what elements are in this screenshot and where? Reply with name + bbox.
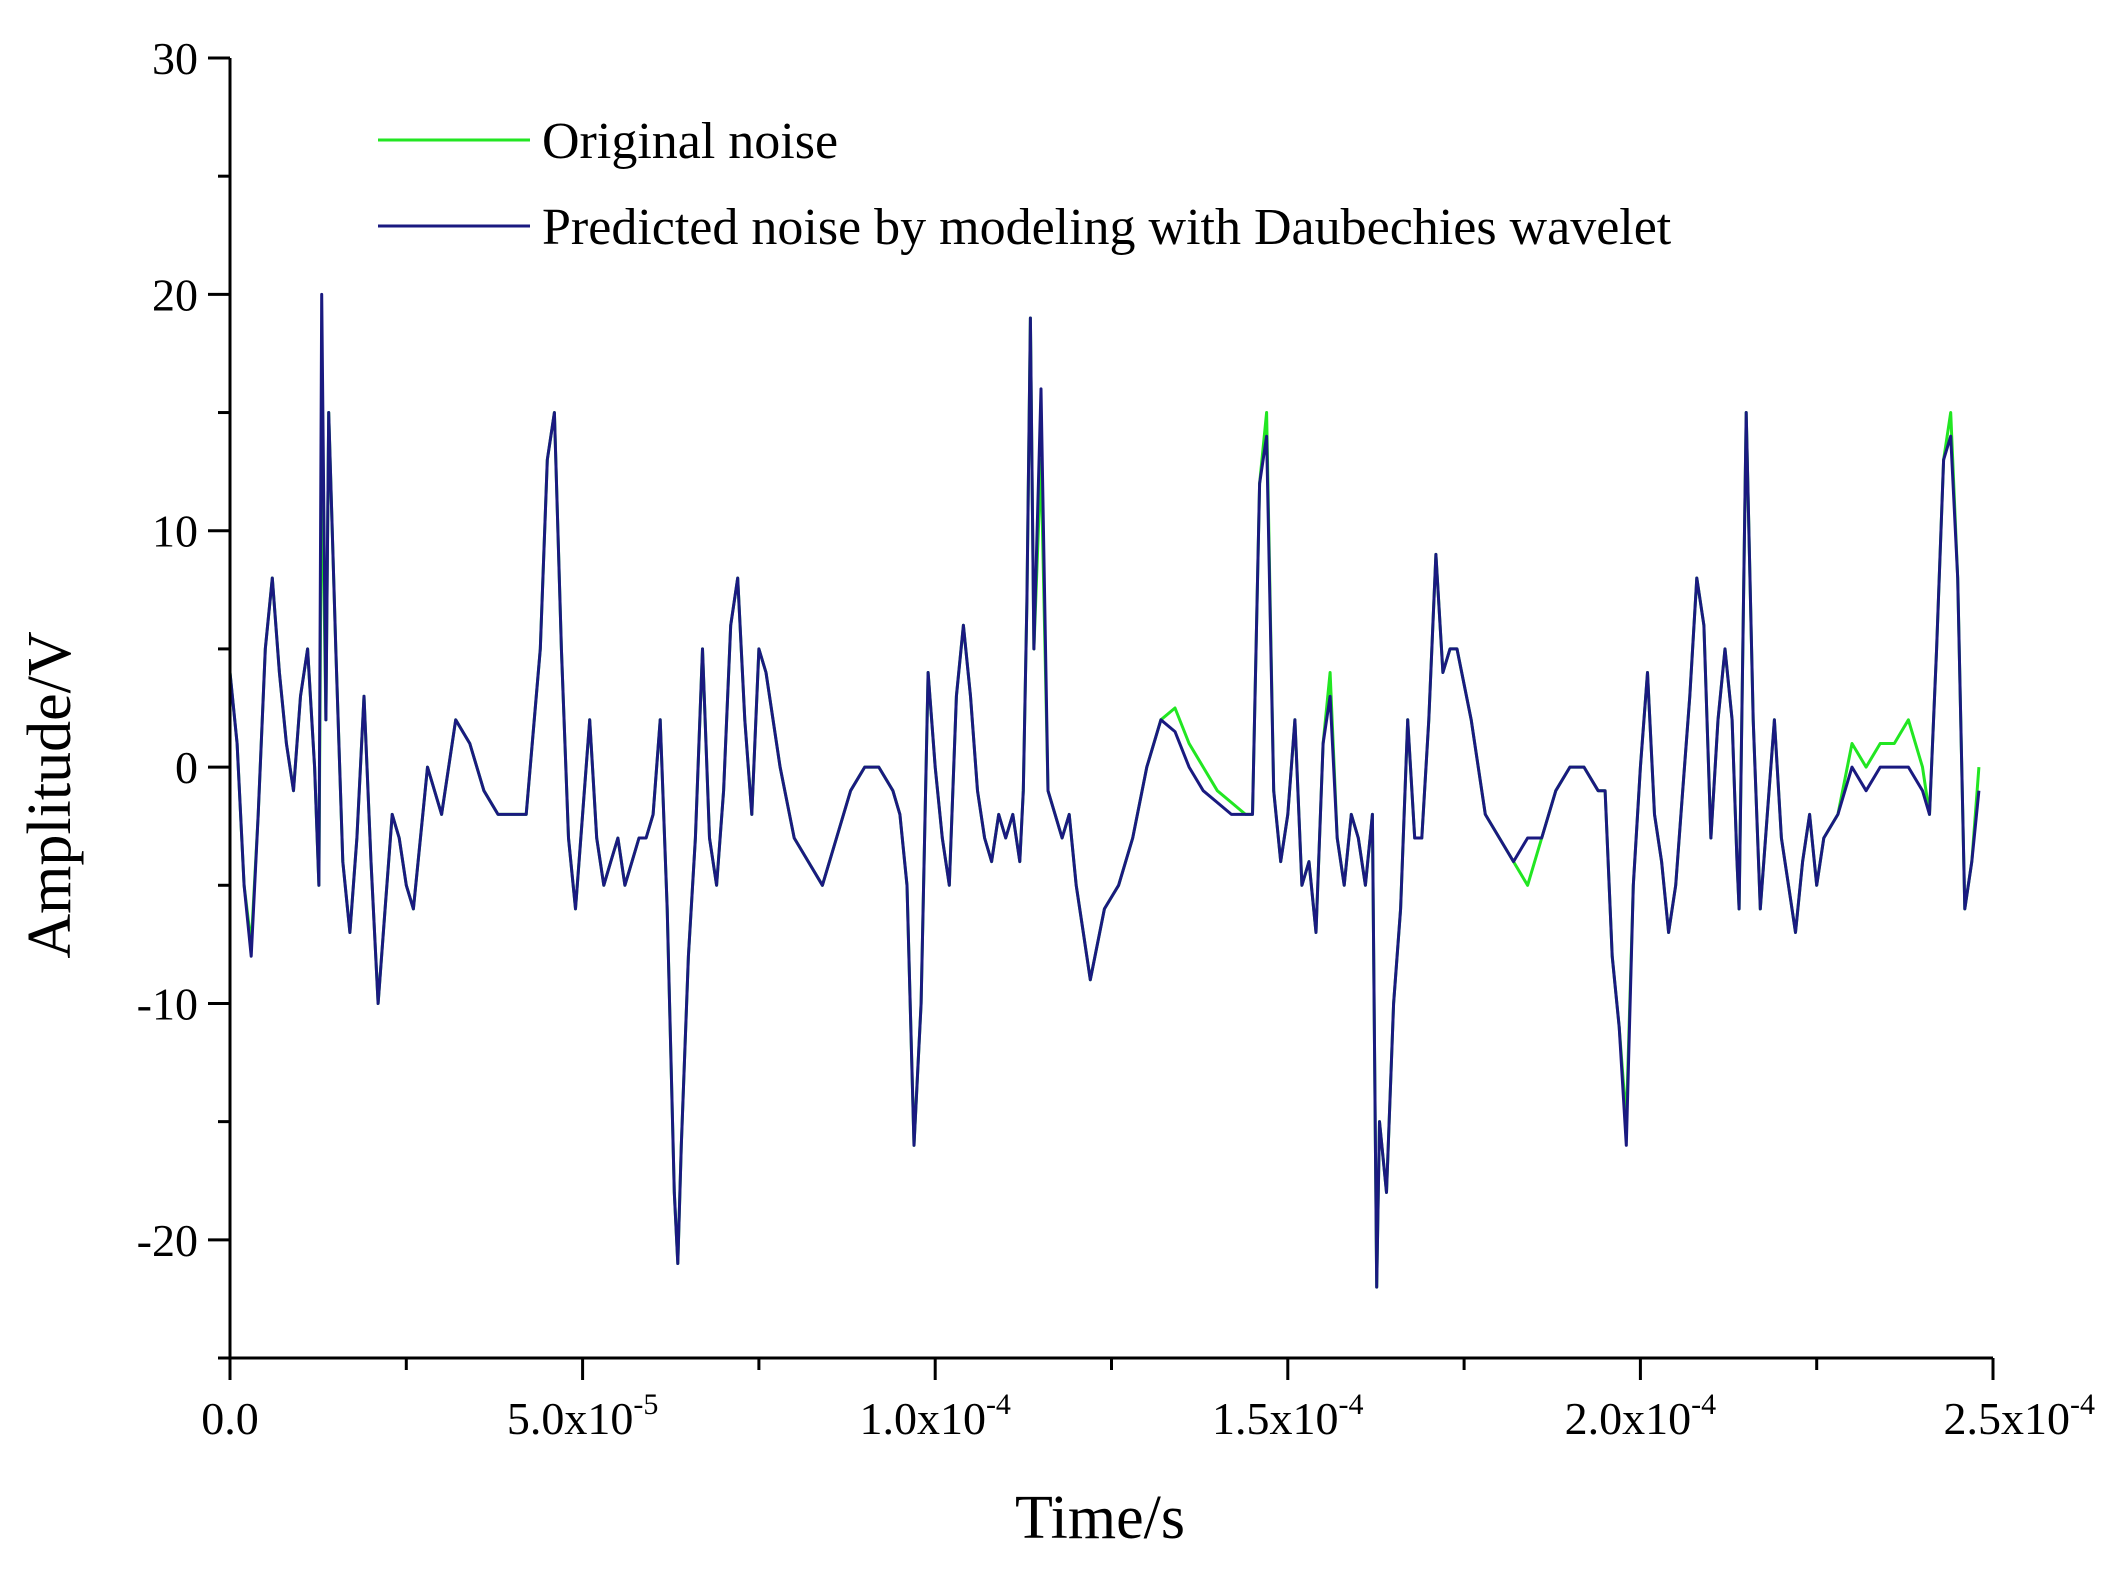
legend: Original noise Predicted noise by modeli… <box>378 113 1672 256</box>
legend-label-predicted: Predicted noise by modeling with Daubech… <box>542 199 1672 256</box>
series-predicted-noise <box>228 292 1981 1289</box>
x-tick-label: 5.0x10-5 <box>507 1388 659 1444</box>
y-tick-label: 20 <box>152 269 198 320</box>
x-tick-label: 1.0x10-4 <box>859 1388 1010 1444</box>
y-tick-label: 0 <box>175 742 198 793</box>
y-tick-label: -10 <box>137 978 198 1029</box>
y-tick-label: 30 <box>152 33 198 84</box>
x-tick-label: 2.5x10-4 <box>1944 1388 2096 1444</box>
series-layer <box>228 292 1981 1289</box>
x-tick-label: 0.0 <box>201 1393 259 1444</box>
x-tick-label: 1.5x10-4 <box>1212 1388 1364 1444</box>
x-tick-label: 2.0x10-4 <box>1565 1388 1717 1444</box>
y-tick-label: 10 <box>152 506 198 557</box>
y-axis-title: Amplitude/V <box>16 631 84 958</box>
legend-label-original: Original noise <box>542 113 838 170</box>
ticks-layer: -20 -10 0 10 20 30 0.0 5.0x10-5 1.0x10-4 1.5x10-4… <box>137 33 2095 1444</box>
x-axis-title: Time/s <box>1015 1484 1185 1552</box>
y-tick-label: -20 <box>137 1215 198 1266</box>
